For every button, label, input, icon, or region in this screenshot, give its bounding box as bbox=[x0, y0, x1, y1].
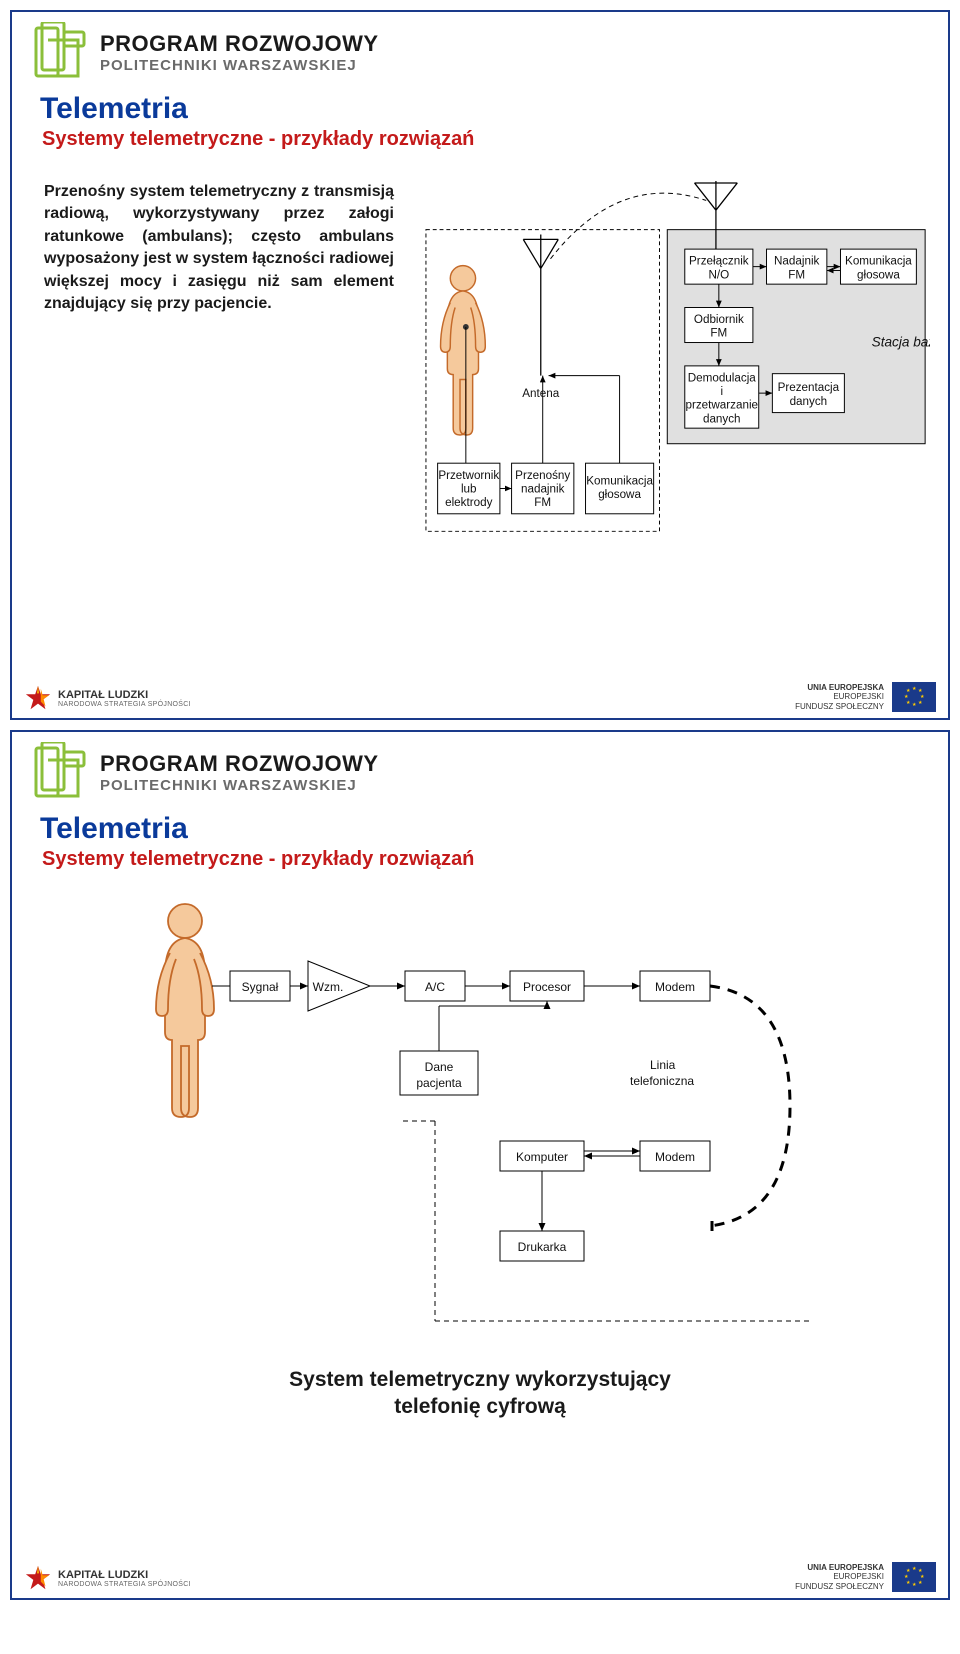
procesor-label: Procesor bbox=[523, 980, 571, 994]
logo-header-2: PROGRAM ROZWOJOWY POLITECHNIKI WARSZAWSK… bbox=[30, 742, 930, 802]
kl-line1: KAPITAŁ LUDZKI bbox=[58, 689, 191, 701]
footer-kl-2: KAPITAŁ LUDZKI NARODOWA STRATEGIA SPÓJNO… bbox=[24, 1564, 191, 1592]
svg-text:N/O: N/O bbox=[708, 268, 729, 281]
svg-text:FM: FM bbox=[788, 268, 805, 281]
logo-line1: PROGRAM ROZWOJOWY bbox=[100, 31, 379, 57]
eu-line3: FUNDUSZ SPOŁECZNY bbox=[795, 702, 884, 712]
svg-text:FM: FM bbox=[534, 496, 551, 509]
svg-text:FM: FM bbox=[710, 327, 727, 340]
svg-text:Dane: Dane bbox=[425, 1060, 454, 1074]
logo-header: PROGRAM ROZWOJOWY POLITECHNIKI WARSZAWSK… bbox=[30, 22, 930, 82]
kl-line2: NARODOWA STRATEGIA SPÓJNOŚCI bbox=[58, 701, 191, 708]
eu-flag-icon-2: ★ ★ ★ ★ ★ ★ ★ ★ bbox=[892, 1562, 936, 1592]
svg-text:Komunikacja: Komunikacja bbox=[845, 255, 912, 268]
svg-text:Nadajnik: Nadajnik bbox=[774, 255, 820, 268]
footer-kl: KAPITAŁ LUDZKI NARODOWA STRATEGIA SPÓJNO… bbox=[24, 684, 191, 712]
svg-text:danych: danych bbox=[703, 412, 741, 425]
svg-text:głosowa: głosowa bbox=[857, 268, 900, 281]
sygnal-label: Sygnał bbox=[242, 980, 279, 994]
slide2-caption: System telemetryczny wykorzystujący tele… bbox=[30, 1366, 930, 1421]
logo-line2-2: POLITECHNIKI WARSZAWSKIEJ bbox=[100, 777, 379, 794]
slide2-subtitle: Systemy telemetryczne - przykłady rozwią… bbox=[42, 848, 930, 871]
slide2-title: Telemetria bbox=[40, 812, 930, 846]
logo-mark-2 bbox=[30, 742, 90, 802]
svg-text:głosowa: głosowa bbox=[598, 488, 641, 501]
kl-star-icon bbox=[24, 684, 52, 712]
svg-text:lub: lub bbox=[461, 482, 477, 495]
logo-line1-2: PROGRAM ROZWOJOWY bbox=[100, 751, 379, 777]
svg-text:Odbiornik: Odbiornik bbox=[694, 313, 744, 326]
modem1-label: Modem bbox=[655, 980, 695, 994]
logo-mark bbox=[30, 22, 90, 82]
logo-line2: POLITECHNIKI WARSZAWSKIEJ bbox=[100, 57, 379, 74]
komputer-label: Komputer bbox=[516, 1150, 568, 1164]
slide1-content: Przenośny system telemetryczny z transmi… bbox=[30, 181, 930, 556]
modem2-label: Modem bbox=[655, 1150, 695, 1164]
stacja-label: Stacja bazowa bbox=[872, 334, 930, 349]
eu-line1-2: UNIA EUROPEJSKA bbox=[795, 1563, 884, 1573]
logo-text: PROGRAM ROZWOJOWY POLITECHNIKI WARSZAWSK… bbox=[100, 31, 379, 74]
slide2-diagram: Sygnał Wzm. A/C Procesor Modem Dane pacj… bbox=[130, 891, 830, 1336]
footer-eu: UNIA EUROPEJSKA EUROPEJSKI FUNDUSZ SPOŁE… bbox=[795, 682, 936, 712]
svg-text:telefoniczna: telefoniczna bbox=[630, 1074, 694, 1088]
kl-line2-2: NARODOWA STRATEGIA SPÓJNOŚCI bbox=[58, 1581, 191, 1588]
wzm-label: Wzm. bbox=[313, 980, 344, 994]
kl-star-icon-2 bbox=[24, 1564, 52, 1592]
eu-flag-icon: ★ ★ ★ ★ ★ ★ ★ ★ bbox=[892, 682, 936, 712]
svg-text:pacjenta: pacjenta bbox=[416, 1076, 462, 1090]
slide1-subtitle: Systemy telemetryczne - przykłady rozwią… bbox=[42, 128, 930, 151]
eu-line3-2: FUNDUSZ SPOŁECZNY bbox=[795, 1582, 884, 1592]
eu-line1: UNIA EUROPEJSKA bbox=[795, 683, 884, 693]
logo-text-2: PROGRAM ROZWOJOWY POLITECHNIKI WARSZAWSK… bbox=[100, 751, 379, 794]
svg-text:Prezentacja: Prezentacja bbox=[778, 381, 840, 394]
svg-text:przetwarzanie: przetwarzanie bbox=[685, 399, 758, 412]
slide1-diagram: Stacja bazowa bbox=[424, 181, 930, 556]
footer-eu-2: UNIA EUROPEJSKA EUROPEJSKI FUNDUSZ SPOŁE… bbox=[795, 1562, 936, 1592]
slide-2: PROGRAM ROZWOJOWY POLITECHNIKI WARSZAWSK… bbox=[10, 730, 950, 1600]
svg-text:Linia: Linia bbox=[650, 1058, 676, 1072]
svg-text:Komunikacja: Komunikacja bbox=[586, 475, 653, 488]
slide-1: PROGRAM ROZWOJOWY POLITECHNIKI WARSZAWSK… bbox=[10, 10, 950, 720]
slide1-paragraph: Przenośny system telemetryczny z transmi… bbox=[44, 181, 394, 315]
eu-line2-2: EUROPEJSKI bbox=[795, 1572, 884, 1582]
svg-text:Przełącznik: Przełącznik bbox=[689, 255, 749, 268]
ac-label: A/C bbox=[425, 980, 445, 994]
przetwornik-l1: Przetwornik bbox=[438, 469, 499, 482]
slide1-footer: KAPITAŁ LUDZKI NARODOWA STRATEGIA SPÓJNO… bbox=[24, 682, 936, 712]
antena-label: Antena bbox=[522, 387, 559, 400]
slide2-footer: KAPITAŁ LUDZKI NARODOWA STRATEGIA SPÓJNO… bbox=[24, 1562, 936, 1592]
svg-text:Przenośny: Przenośny bbox=[515, 469, 570, 482]
kl-line1-2: KAPITAŁ LUDZKI bbox=[58, 1569, 191, 1581]
slide1-title: Telemetria bbox=[40, 92, 930, 126]
svg-text:danych: danych bbox=[790, 395, 828, 408]
drukarka-label: Drukarka bbox=[518, 1240, 567, 1254]
svg-text:nadajnik: nadajnik bbox=[521, 482, 565, 495]
caption-line2: telefonię cyfrową bbox=[394, 1395, 566, 1418]
svg-text:Demodulacja: Demodulacja bbox=[688, 371, 757, 384]
svg-text:i: i bbox=[720, 385, 723, 398]
svg-text:elektrody: elektrody bbox=[445, 496, 492, 509]
eu-line2: EUROPEJSKI bbox=[795, 692, 884, 702]
caption-line1: System telemetryczny wykorzystujący bbox=[289, 1368, 671, 1391]
